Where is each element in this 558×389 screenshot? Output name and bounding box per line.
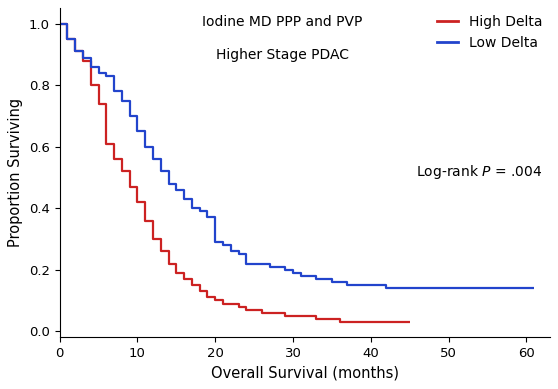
Legend: High Delta, Low Delta: High Delta, Low Delta [437, 15, 543, 50]
Text: Higher Stage PDAC: Higher Stage PDAC [216, 48, 349, 62]
Text: Log-rank $\it{P}$ = .004: Log-rank $\it{P}$ = .004 [416, 163, 542, 181]
Text: Iodine MD PPP and PVP: Iodine MD PPP and PVP [203, 15, 363, 29]
Y-axis label: Proportion Surviving: Proportion Surviving [8, 98, 23, 247]
X-axis label: Overall Survival (months): Overall Survival (months) [210, 366, 398, 381]
